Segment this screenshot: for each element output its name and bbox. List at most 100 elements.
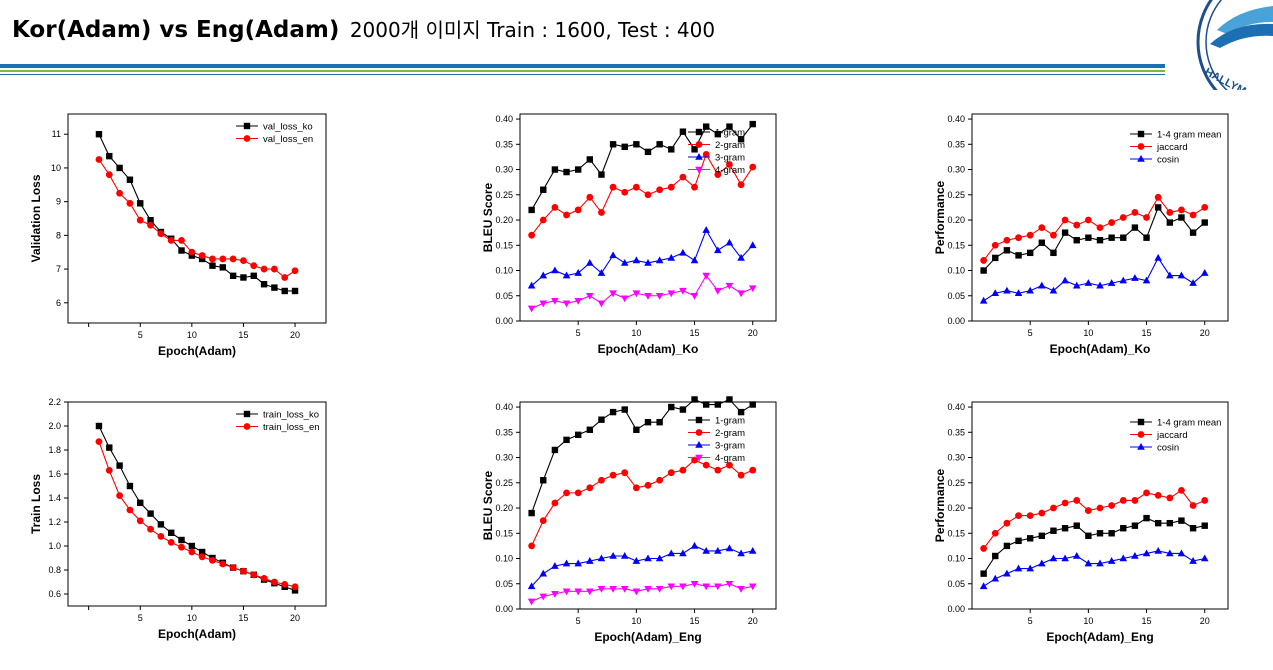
- data-point: [1003, 247, 1011, 254]
- data-point: [539, 216, 547, 224]
- data-point: [1200, 554, 1209, 562]
- data-point: [632, 290, 641, 298]
- legend-label: train_loss_ko: [263, 410, 319, 421]
- data-point: [679, 406, 687, 413]
- data-point: [551, 266, 559, 274]
- y-tick-label: 0.30: [947, 165, 965, 175]
- data-point: [209, 557, 216, 564]
- data-point: [1096, 530, 1104, 537]
- data-point: [281, 274, 289, 281]
- data-point: [991, 574, 1000, 582]
- data-point: [198, 548, 206, 556]
- data-point: [586, 193, 594, 201]
- data-point: [147, 525, 154, 533]
- legend-label: 4-gram: [715, 453, 745, 464]
- data-point: [702, 272, 710, 280]
- data-point: [1038, 281, 1046, 289]
- data-point: [609, 141, 617, 148]
- data-point: [656, 186, 664, 194]
- data-point: [667, 253, 676, 261]
- y-tick-label: 0.20: [947, 215, 965, 225]
- data-point: [598, 476, 605, 484]
- y-tick-label: 1.6: [48, 469, 61, 479]
- data-point: [1096, 281, 1104, 289]
- data-point: [1073, 522, 1080, 529]
- x-tick-label: 5: [138, 613, 143, 623]
- data-point: [551, 298, 559, 305]
- data-point: [691, 396, 698, 403]
- x-tick-label: 15: [690, 616, 700, 626]
- chart-perf-eng: 5 10 15 20 0.00 0.05 0.10 0.15 0.20 0.25 0.30 0.35 0…: [933, 401, 1229, 644]
- data-point: [1119, 276, 1128, 284]
- data-point: [271, 578, 278, 586]
- data-point: [178, 237, 185, 244]
- data-point: [1014, 564, 1023, 572]
- y-tick-label: 0.00: [947, 316, 965, 326]
- data-point: [1154, 193, 1162, 201]
- plot-frame: [971, 401, 1229, 610]
- data-point: [1142, 549, 1151, 557]
- data-point: [1189, 229, 1197, 236]
- data-point: [667, 549, 676, 557]
- data-point: [609, 551, 617, 559]
- data-point: [633, 141, 640, 148]
- y-tick-label: 1.2: [48, 517, 61, 527]
- data-point: [679, 173, 687, 181]
- data-point: [1166, 209, 1174, 216]
- data-point: [644, 148, 652, 156]
- plot-frame: [67, 401, 327, 607]
- data-point: [105, 467, 113, 474]
- legend-marker: [695, 454, 703, 462]
- data-point: [260, 575, 268, 582]
- data-point: [574, 166, 582, 173]
- y-tick-label: 0.10: [947, 266, 965, 276]
- data-point: [1038, 559, 1046, 567]
- data-point: [621, 143, 628, 151]
- data-point: [1061, 216, 1069, 224]
- data-point: [260, 281, 268, 288]
- x-tick-label: 10: [1083, 616, 1093, 626]
- data-point: [562, 559, 571, 567]
- data-point: [250, 262, 258, 270]
- data-point: [1131, 497, 1139, 504]
- series-line: [983, 196, 1206, 261]
- data-point: [229, 255, 237, 263]
- data-point: [1154, 492, 1162, 499]
- slide-title: Kor(Adam) vs Eng(Adam) 2000개 이미지 Train :…: [12, 14, 715, 43]
- data-point: [597, 586, 606, 593]
- data-point: [219, 560, 227, 568]
- data-point: [1003, 569, 1011, 577]
- data-point: [597, 300, 606, 308]
- data-point: [229, 272, 237, 280]
- data-point: [562, 271, 571, 279]
- data-point: [690, 541, 699, 549]
- data-point: [1154, 546, 1162, 554]
- y-tick-label: 0.10: [947, 554, 965, 564]
- data-point: [679, 287, 687, 295]
- chart-train-loss: 5 10 15 20 0.6 0.8 1.0 1.2 1.4 1.6 1.8 2.0 2.2 Epoch(…: [29, 397, 327, 641]
- legend-label: 2-gram: [715, 140, 745, 151]
- data-point: [737, 408, 745, 416]
- data-point: [1107, 557, 1116, 564]
- data-point: [539, 517, 547, 525]
- data-point: [1084, 216, 1092, 224]
- data-point: [633, 426, 640, 433]
- data-point: [702, 583, 710, 591]
- data-point: [540, 477, 547, 484]
- data-point: [586, 588, 594, 596]
- data-point: [1061, 276, 1069, 284]
- data-point: [209, 255, 216, 263]
- data-point: [528, 542, 536, 550]
- data-point: [250, 272, 257, 280]
- x-tick-label: 15: [238, 330, 248, 340]
- data-point: [748, 241, 757, 249]
- data-point: [992, 552, 999, 560]
- data-point: [291, 287, 299, 295]
- data-point: [1003, 286, 1011, 294]
- data-point: [1108, 502, 1116, 509]
- data-point: [667, 583, 676, 591]
- data-point: [1201, 522, 1208, 529]
- data-point: [167, 539, 175, 546]
- data-point: [126, 506, 134, 514]
- data-point: [178, 543, 185, 551]
